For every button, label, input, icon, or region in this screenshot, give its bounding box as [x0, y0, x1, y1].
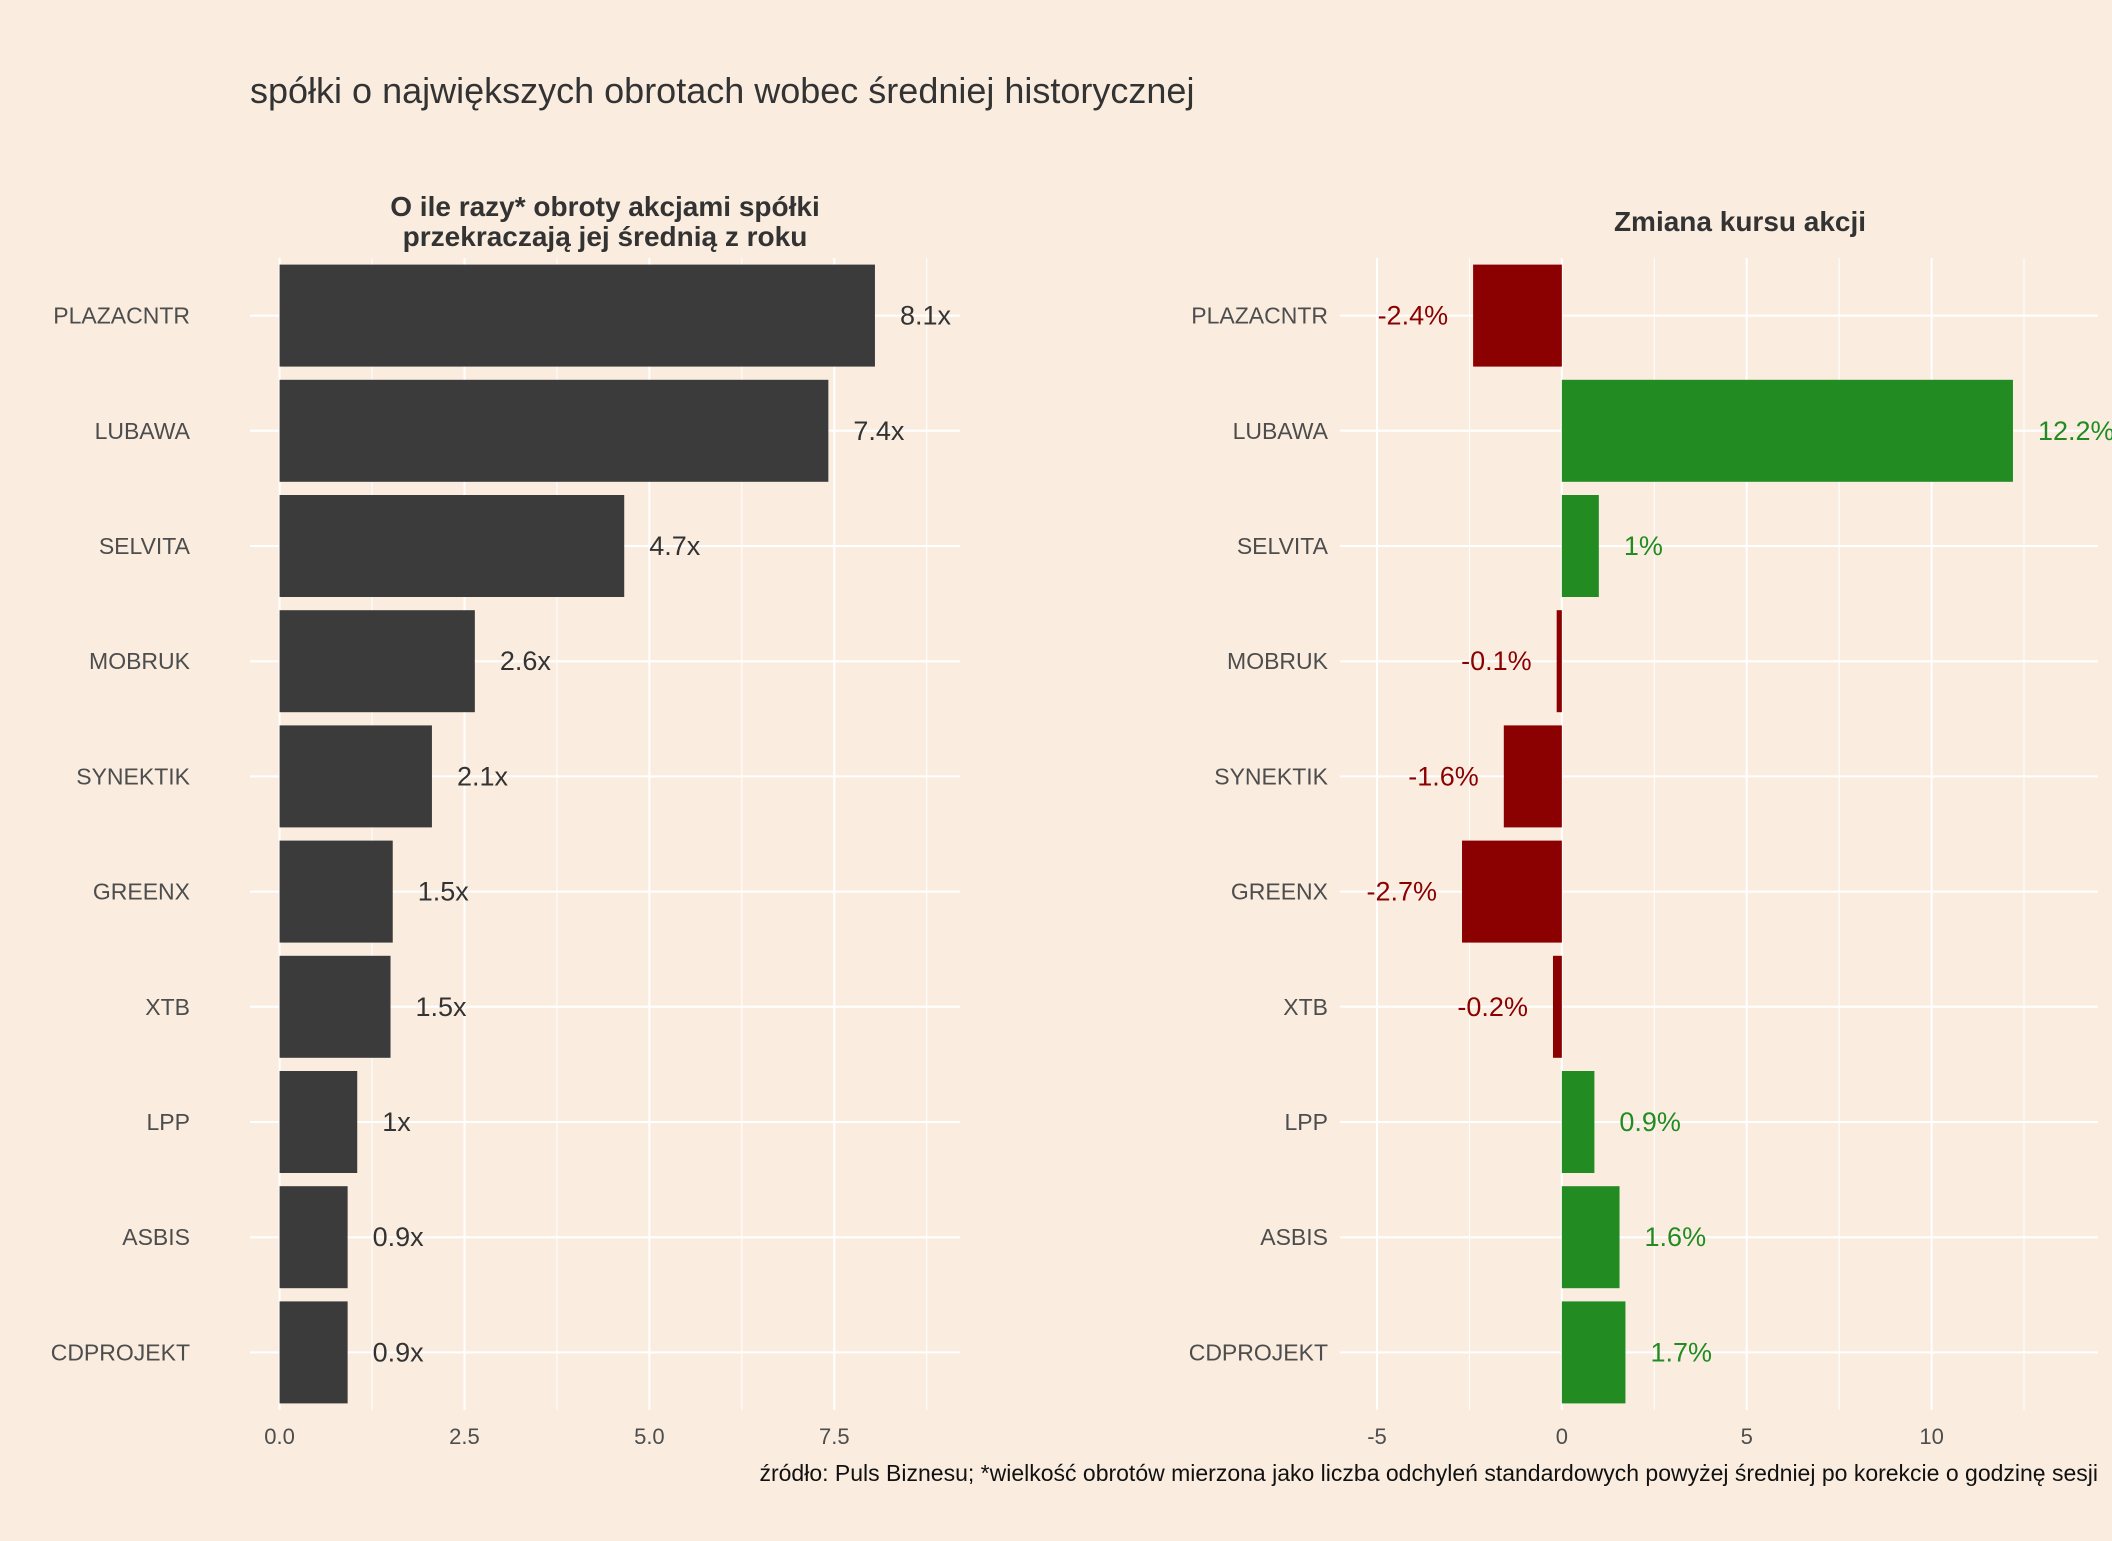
category-label: ASBIS	[122, 1224, 190, 1250]
bar-mobruk	[1556, 610, 1562, 713]
panel-title-line: przekraczają jej średnią z roku	[403, 221, 808, 252]
category-label: MOBRUK	[1227, 648, 1329, 674]
value-label: 2.1x	[457, 761, 509, 791]
bar-selvita	[1561, 495, 1599, 597]
x-tick-label: 0.0	[264, 1424, 295, 1449]
category-label: LUBAWA	[95, 418, 191, 444]
category-label: SELVITA	[1237, 533, 1329, 559]
category-label: SYNEKTIK	[76, 763, 190, 789]
x-tick-label: 0	[1556, 1424, 1568, 1449]
value-label: 12.2%	[2038, 416, 2112, 446]
bar-xtb	[1552, 955, 1562, 1058]
bar-xtb	[279, 955, 391, 1058]
category-label: CDPROJEKT	[51, 1339, 190, 1365]
chart-title: spółki o największych obrotach wobec śre…	[250, 70, 1194, 111]
value-label: -1.6%	[1408, 761, 1479, 791]
bar-cdprojekt	[279, 1301, 348, 1404]
value-label: 1.5x	[416, 992, 468, 1022]
value-label: 1.6%	[1645, 1222, 1707, 1252]
category-label: PLAZACNTR	[1191, 303, 1328, 329]
value-label: 0.9x	[373, 1337, 425, 1367]
category-label: ASBIS	[1260, 1224, 1328, 1250]
value-label: 0.9%	[1619, 1107, 1681, 1137]
category-label: LPP	[1285, 1109, 1328, 1135]
bar-cdprojekt	[1561, 1301, 1626, 1404]
x-tick-label: 2.5	[449, 1424, 480, 1449]
value-label: 8.1x	[900, 301, 952, 331]
panel-price-change: Zmiana kursu akcji PLAZACNTR -2.4% LUBAWA 12…	[1189, 206, 2112, 1449]
bar-selvita	[279, 495, 625, 597]
value-label: 1.7%	[1650, 1337, 1712, 1367]
category-label: XTB	[145, 994, 190, 1020]
bar-mobruk	[279, 610, 475, 713]
value-label: 0.9x	[373, 1222, 425, 1252]
x-tick-label: 5	[1741, 1424, 1753, 1449]
bar-lubawa	[1561, 379, 2013, 482]
value-label: 4.7x	[649, 531, 701, 561]
bar-plazacntr	[1473, 264, 1562, 367]
bar-lpp	[1561, 1071, 1595, 1173]
panel-title-line: O ile razy* obroty akcjami spółki	[390, 191, 820, 222]
bar-synektik	[279, 725, 432, 828]
value-label: 1.5x	[418, 877, 470, 907]
x-tick-label: 7.5	[819, 1424, 850, 1449]
category-label: SELVITA	[99, 533, 191, 559]
category-label: MOBRUK	[89, 648, 191, 674]
value-label: 7.4x	[853, 416, 905, 446]
bar-asbis	[279, 1186, 348, 1289]
category-label: GREENX	[93, 879, 190, 905]
bar-plazacntr	[279, 264, 875, 367]
x-tick-label: -5	[1367, 1424, 1387, 1449]
category-label: LPP	[147, 1109, 190, 1135]
value-label: -2.4%	[1378, 301, 1449, 331]
bar-greenx	[279, 840, 393, 943]
bar-asbis	[1561, 1186, 1620, 1289]
value-label: 1%	[1624, 531, 1663, 561]
category-label: PLAZACNTR	[53, 303, 190, 329]
x-tick-label: 10	[1919, 1424, 1943, 1449]
value-label: 2.6x	[500, 646, 552, 676]
bar-synektik	[1503, 725, 1562, 828]
value-label: -0.1%	[1461, 646, 1532, 676]
x-tick-label: 5.0	[634, 1424, 665, 1449]
value-label: 1x	[382, 1107, 411, 1137]
category-label: XTB	[1283, 994, 1328, 1020]
bar-lubawa	[279, 379, 829, 482]
value-label: -0.2%	[1457, 992, 1528, 1022]
bar-lpp	[279, 1071, 358, 1173]
category-label: LUBAWA	[1233, 418, 1329, 444]
panel-title-line: Zmiana kursu akcji	[1614, 206, 1866, 237]
chart-caption: źródło: Puls Biznesu; *wielkość obrotów …	[759, 1460, 2098, 1486]
bar-greenx	[1462, 840, 1562, 943]
category-label: GREENX	[1231, 879, 1328, 905]
value-label: -2.7%	[1366, 877, 1437, 907]
panel-turnover-ratio: O ile razy* obroty akcjami spółkiprzekra…	[51, 191, 960, 1449]
category-label: CDPROJEKT	[1189, 1339, 1328, 1365]
category-label: SYNEKTIK	[1214, 763, 1328, 789]
